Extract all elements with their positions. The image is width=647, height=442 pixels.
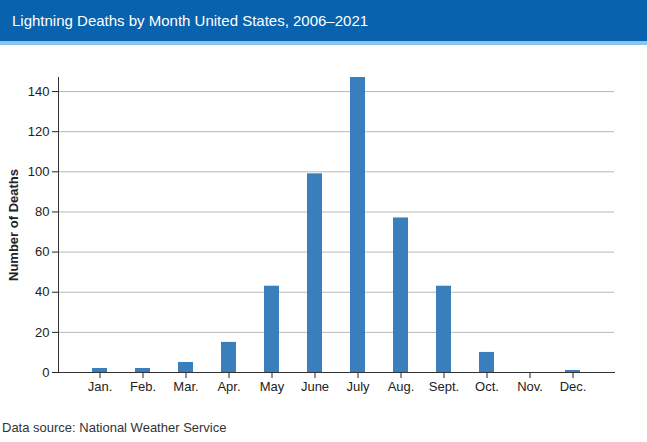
svg-text:Nov.: Nov. [517, 379, 543, 394]
html-text:Lightning Deaths by Month Unit: Lightning Deaths by Month United States,… [12, 12, 369, 29]
svg-text:Number of Deaths: Number of Deaths [6, 169, 21, 281]
svg-text:Oct.: Oct. [475, 379, 499, 394]
svg-text:120: 120 [28, 124, 50, 139]
svg-text:140: 140 [28, 84, 50, 99]
svg-text:0: 0 [42, 365, 49, 380]
svg-text:Aug.: Aug. [388, 379, 415, 394]
html-text:Data source: National Weather: Data source: National Weather Service [2, 420, 227, 435]
svg-text:Apr.: Apr. [217, 379, 240, 394]
svg-text:Mar.: Mar. [173, 379, 198, 394]
svg-text:60: 60 [35, 244, 49, 259]
svg-text:Feb.: Feb. [130, 379, 156, 394]
svg-text:July: July [346, 379, 370, 394]
svg-text:May: May [260, 379, 285, 394]
svg-text:100: 100 [28, 164, 50, 179]
svg-text:Sept.: Sept. [429, 379, 459, 394]
svg-text:Dec.: Dec. [560, 379, 587, 394]
svg-text:Jan.: Jan. [88, 379, 113, 394]
svg-text:80: 80 [35, 204, 49, 219]
svg-text:40: 40 [35, 284, 49, 299]
svg-text:20: 20 [35, 325, 49, 340]
svg-text:June: June [301, 379, 329, 394]
